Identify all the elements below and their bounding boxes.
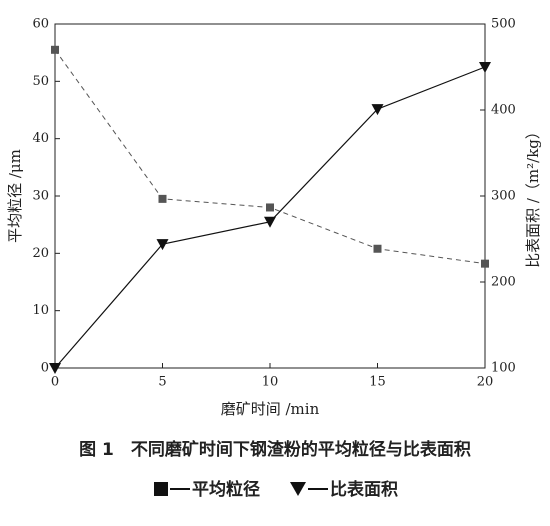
x-tick-label: 20 (477, 375, 494, 390)
marker (373, 244, 382, 253)
y-tick-label: 50 (32, 74, 49, 89)
x-tick-label: 10 (262, 375, 279, 390)
y2-tick-label: 400 (491, 103, 516, 118)
y2-axis-label: 比表面积 /（m²/kg） (524, 124, 542, 268)
y-tick-label: 20 (32, 246, 49, 261)
legend: 平均粒径 比表面积 (154, 479, 398, 500)
marker (481, 259, 489, 268)
y-tick-label: 10 (32, 303, 49, 318)
y2-tick-label: 100 (491, 361, 516, 376)
y2-tick-label: 200 (491, 275, 516, 290)
y2-tick-label: 300 (491, 189, 516, 204)
legend-label: 平均粒径 (192, 479, 260, 500)
marker (156, 239, 169, 251)
plot-frame (54, 23, 486, 369)
y-axis-label: 平均粒径 /μm (6, 149, 24, 243)
caption: 图 1 不同磨矿时间下钢渣粉的平均粒径与比表面积 (79, 439, 471, 460)
marker (264, 216, 276, 228)
marker (49, 363, 61, 374)
legend-label: 比表面积 (330, 479, 398, 500)
x-tick-label: 5 (158, 375, 166, 390)
marker (51, 45, 59, 54)
y-tick-label: 60 (32, 17, 49, 32)
marker (158, 194, 167, 203)
x-axis-label: 磨矿时间 /min (221, 400, 320, 418)
x-tick-label: 15 (369, 375, 386, 390)
marker (371, 104, 384, 116)
legend-marker (154, 482, 168, 496)
y2-tick-label: 500 (491, 17, 516, 32)
y-tick-label: 40 (32, 131, 49, 146)
y-tick-label: 30 (32, 189, 49, 204)
legend-marker (290, 482, 306, 496)
marker (479, 62, 491, 73)
x-tick-label: 0 (51, 375, 59, 390)
series-line (54, 49, 486, 265)
y-tick-label: 0 (41, 361, 49, 376)
marker (266, 203, 274, 212)
